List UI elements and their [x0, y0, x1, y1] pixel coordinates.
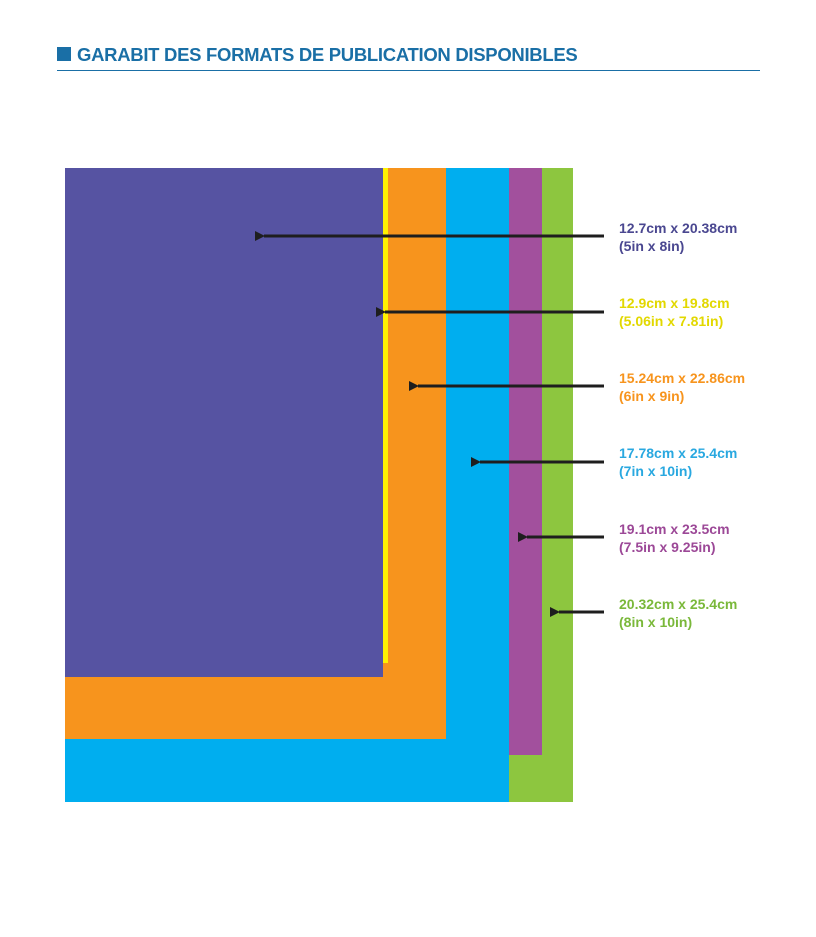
- format-metric: 12.7cm x 20.38cm: [619, 220, 738, 236]
- format-metric: 17.78cm x 25.4cm: [619, 445, 738, 461]
- format-metric: 20.32cm x 25.4cm: [619, 596, 738, 612]
- format-label-12-9x19-8: 12.9cm x 19.8cm (5.06in x 7.81in): [619, 294, 730, 330]
- format-label-19x23: 19.1cm x 23.5cm (7.5in x 9.25in): [619, 520, 730, 556]
- format-imperial: (8in x 10in): [619, 614, 693, 630]
- format-metric: 19.1cm x 23.5cm: [619, 521, 730, 537]
- title-square-icon: [57, 47, 71, 61]
- format-imperial: (5.06in x 7.81in): [619, 313, 724, 329]
- format-imperial: (7in x 10in): [619, 463, 693, 479]
- format-label-15x22: 15.24cm x 22.86cm (6in x 9in): [619, 369, 745, 405]
- format-label-17x25: 17.78cm x 25.4cm (7in x 10in): [619, 444, 737, 480]
- format-metric: 12.9cm x 19.8cm: [619, 295, 730, 311]
- format-rect-12-7x20: [65, 168, 383, 677]
- format-imperial: (7.5in x 9.25in): [619, 539, 716, 555]
- page-title: GARABIT DES FORMATS DE PUBLICATION DISPO…: [77, 44, 578, 65]
- format-metric: 15.24cm x 22.86cm: [619, 370, 746, 386]
- format-imperial: (5in x 8in): [619, 238, 685, 254]
- page-header: GARABIT DES FORMATS DE PUBLICATION DISPO…: [57, 44, 760, 71]
- format-label-12-7x20: 12.7cm x 20.38cm (5in x 8in): [619, 219, 737, 255]
- format-label-20x25: 20.32cm x 25.4cm (8in x 10in): [619, 595, 737, 631]
- format-imperial: (6in x 9in): [619, 388, 685, 404]
